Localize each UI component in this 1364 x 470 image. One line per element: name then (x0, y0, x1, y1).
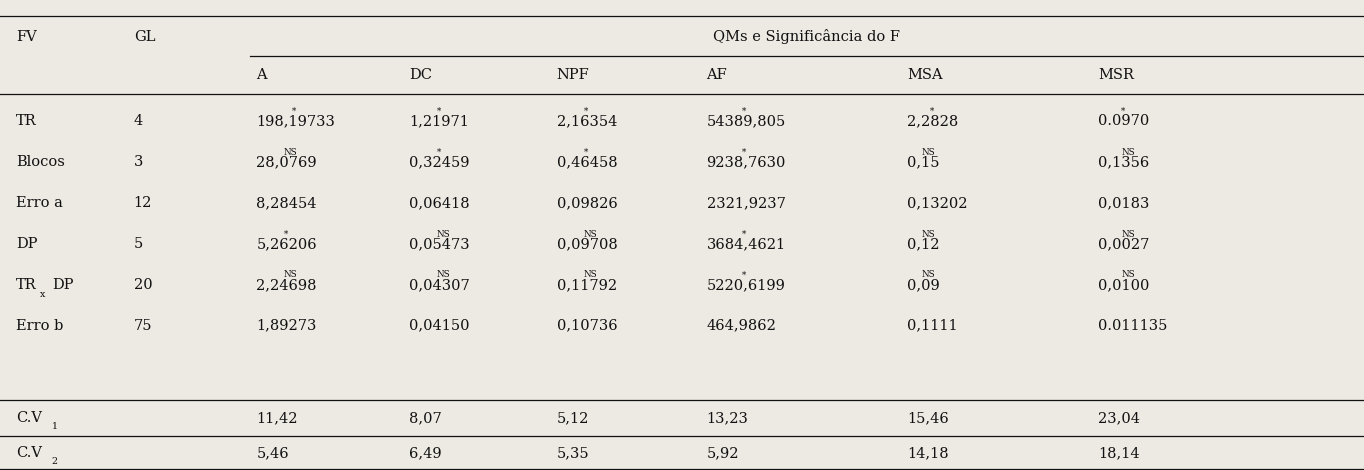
Text: *: * (742, 107, 746, 116)
Text: 2,2828: 2,2828 (907, 114, 959, 128)
Text: A: A (256, 68, 267, 82)
Text: 0,12: 0,12 (907, 237, 940, 251)
Text: NS: NS (584, 270, 597, 280)
Text: 1,89273: 1,89273 (256, 319, 316, 333)
Text: 198,19733: 198,19733 (256, 114, 336, 128)
Text: x: x (40, 290, 45, 299)
Text: Erro b: Erro b (16, 319, 64, 333)
Text: MSR: MSR (1098, 68, 1133, 82)
Text: NS: NS (284, 148, 297, 157)
Text: 0,09708: 0,09708 (557, 237, 618, 251)
Text: NS: NS (922, 148, 936, 157)
Text: 0,1356: 0,1356 (1098, 155, 1150, 169)
Text: 0,13202: 0,13202 (907, 196, 967, 210)
Text: 2321,9237: 2321,9237 (707, 196, 786, 210)
Text: *: * (930, 107, 934, 116)
Text: C.V: C.V (16, 446, 42, 460)
Text: *: * (584, 107, 588, 116)
Text: AF: AF (707, 68, 727, 82)
Text: TR: TR (16, 114, 37, 128)
Text: 0,10736: 0,10736 (557, 319, 617, 333)
Text: 28,0769: 28,0769 (256, 155, 316, 169)
Text: TR: TR (16, 278, 37, 292)
Text: 12: 12 (134, 196, 151, 210)
Text: GL: GL (134, 30, 155, 44)
Text: 0,0027: 0,0027 (1098, 237, 1150, 251)
Text: 0,11792: 0,11792 (557, 278, 617, 292)
Text: *: * (436, 107, 441, 116)
Text: 0.011135: 0.011135 (1098, 319, 1168, 333)
Text: 0,04150: 0,04150 (409, 319, 469, 333)
Text: *: * (292, 107, 296, 116)
Text: 6,49: 6,49 (409, 446, 442, 460)
Text: 464,9862: 464,9862 (707, 319, 776, 333)
Text: 5: 5 (134, 237, 143, 251)
Text: NS: NS (284, 270, 297, 280)
Text: FV: FV (16, 30, 37, 44)
Text: 0,04307: 0,04307 (409, 278, 471, 292)
Text: 4: 4 (134, 114, 143, 128)
Text: DP: DP (16, 237, 38, 251)
Text: 2: 2 (52, 457, 57, 466)
Text: 5220,6199: 5220,6199 (707, 278, 786, 292)
Text: 0.0970: 0.0970 (1098, 114, 1150, 128)
Text: 23,04: 23,04 (1098, 411, 1140, 425)
Text: DC: DC (409, 68, 432, 82)
Text: 3684,4621: 3684,4621 (707, 237, 786, 251)
Text: *: * (742, 270, 746, 280)
Text: 0,0100: 0,0100 (1098, 278, 1150, 292)
Text: 2,16354: 2,16354 (557, 114, 617, 128)
Text: NS: NS (436, 229, 450, 239)
Text: 1: 1 (52, 422, 57, 431)
Text: 0,0183: 0,0183 (1098, 196, 1150, 210)
Text: NS: NS (1121, 270, 1135, 280)
Text: 0,09: 0,09 (907, 278, 940, 292)
Text: 0,32459: 0,32459 (409, 155, 469, 169)
Text: 0,09826: 0,09826 (557, 196, 618, 210)
Text: 9238,7630: 9238,7630 (707, 155, 786, 169)
Text: *: * (742, 229, 746, 239)
Text: 5,35: 5,35 (557, 446, 589, 460)
Text: 8,28454: 8,28454 (256, 196, 316, 210)
Text: 18,14: 18,14 (1098, 446, 1140, 460)
Text: NS: NS (922, 270, 936, 280)
Text: 5,26206: 5,26206 (256, 237, 316, 251)
Text: *: * (584, 148, 588, 157)
Text: *: * (1121, 107, 1125, 116)
Text: 15,46: 15,46 (907, 411, 949, 425)
Text: 5,12: 5,12 (557, 411, 589, 425)
Text: 14,18: 14,18 (907, 446, 949, 460)
Text: 0,06418: 0,06418 (409, 196, 469, 210)
Text: NS: NS (1121, 148, 1135, 157)
Text: C.V: C.V (16, 411, 42, 425)
Text: 54389,805: 54389,805 (707, 114, 786, 128)
Text: Erro a: Erro a (16, 196, 63, 210)
Text: QMs e Significância do F: QMs e Significância do F (713, 29, 900, 44)
Text: 0,05473: 0,05473 (409, 237, 469, 251)
Text: 5,46: 5,46 (256, 446, 289, 460)
Text: NS: NS (584, 229, 597, 239)
Text: 20: 20 (134, 278, 153, 292)
Text: NS: NS (922, 229, 936, 239)
Text: DP: DP (52, 278, 74, 292)
Text: 0,15: 0,15 (907, 155, 940, 169)
Text: *: * (436, 148, 441, 157)
Text: 0,1111: 0,1111 (907, 319, 958, 333)
Text: 5,92: 5,92 (707, 446, 739, 460)
Text: 11,42: 11,42 (256, 411, 297, 425)
Text: 3: 3 (134, 155, 143, 169)
Text: Blocos: Blocos (16, 155, 65, 169)
Text: 13,23: 13,23 (707, 411, 749, 425)
Text: NS: NS (436, 270, 450, 280)
Text: 8,07: 8,07 (409, 411, 442, 425)
Text: 75: 75 (134, 319, 153, 333)
Text: MSA: MSA (907, 68, 943, 82)
Text: *: * (284, 229, 288, 239)
Text: 2,24698: 2,24698 (256, 278, 316, 292)
Text: NS: NS (1121, 229, 1135, 239)
Text: 0,46458: 0,46458 (557, 155, 617, 169)
Text: 1,21971: 1,21971 (409, 114, 469, 128)
Text: NPF: NPF (557, 68, 589, 82)
Text: *: * (742, 148, 746, 157)
